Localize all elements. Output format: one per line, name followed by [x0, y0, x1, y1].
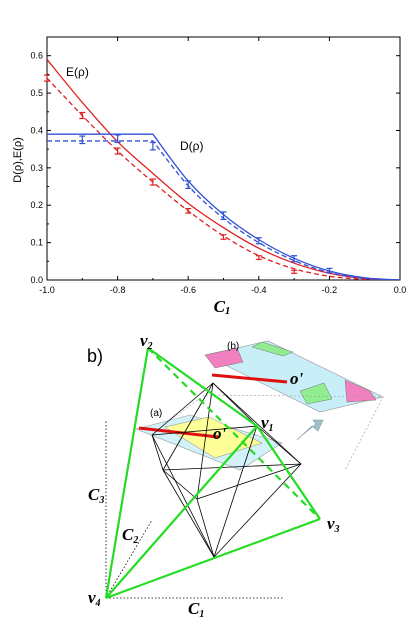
tetra-edge-v4-v3	[105, 517, 321, 600]
octa-edge	[151, 434, 215, 558]
error-bar	[255, 255, 262, 261]
error-bar	[149, 141, 156, 151]
inset-b-label: (b)	[227, 341, 239, 352]
error-bar	[149, 178, 156, 186]
octa-edge	[162, 469, 215, 558]
error-bar	[185, 207, 192, 214]
y-tick-label: 0.6	[30, 51, 43, 61]
octa-edge	[212, 382, 258, 427]
y-tick-label: 0.4	[30, 125, 43, 135]
y-axis-title: D(ρ),E(ρ)	[12, 137, 24, 183]
y-tick-label: 0.2	[30, 200, 43, 210]
error-bar	[220, 211, 227, 221]
axis-c3-label: C3	[88, 485, 104, 506]
panel-label-b: b)	[87, 346, 103, 366]
octa-edge	[256, 425, 302, 465]
error-bar	[114, 147, 121, 155]
vertex-v2-label: v2	[140, 331, 153, 352]
tetra-edge-v2-v3	[147, 347, 321, 520]
inset-b-region-green-1	[251, 341, 294, 357]
octa-edge	[196, 498, 215, 558]
octa-edge	[162, 469, 198, 500]
error-bar	[44, 74, 50, 82]
error-bar	[185, 180, 192, 190]
octa-edge	[151, 382, 214, 436]
axis-c1-label: C1	[188, 599, 204, 620]
x-tick-label: -0.6	[180, 285, 196, 295]
series-layer	[47, 59, 400, 280]
octa-edge	[162, 463, 302, 471]
octa-edge	[162, 382, 214, 471]
octa-edge	[151, 425, 258, 436]
inset-b-origin-label: o'	[290, 369, 304, 388]
tetra-edge-v4-v1	[105, 425, 258, 599]
x-tick-label: -1.0	[39, 285, 55, 295]
octa-edge	[213, 463, 302, 558]
y-tick-label: 0.3	[30, 163, 43, 173]
x-tick-label: -0.2	[322, 285, 338, 295]
octahedron	[151, 382, 302, 558]
x-axis-title-base: C	[214, 297, 226, 316]
y-axis-ticks: 0.0 0.1 0.2 0.3 0.4 0.5 0.6	[30, 36, 400, 285]
x-tick-label: -0.8	[110, 285, 126, 295]
error-bar	[79, 111, 86, 120]
x-tick-label: -0.4	[251, 285, 267, 295]
vertex-v3-label: v3	[327, 514, 340, 535]
c2-axis-line	[105, 519, 153, 599]
x-axis-title: C1	[214, 297, 231, 317]
error-bar	[255, 237, 262, 245]
inset-b: (b) o'	[169, 340, 384, 471]
octa-edge	[151, 434, 164, 471]
inset-b-region-pink-1	[204, 347, 244, 369]
inset-b-region-green-2	[299, 382, 333, 405]
x-tick-label: 0.0	[394, 285, 407, 295]
error-bar	[326, 267, 333, 274]
chart: -1.0 -0.8 -0.6 -0.4 -0.2 0.0 0.00.10.20.30.40…	[12, 36, 406, 317]
inset-b-red-segment	[211, 373, 288, 384]
x-axis-ticks: -1.0 -0.8 -0.6 -0.4 -0.2 0.0	[39, 37, 406, 295]
plane-a-origin-label: o'	[213, 424, 227, 443]
inset-b-region-pink-2	[344, 379, 377, 403]
octa-edge	[212, 382, 302, 465]
axis-c2-label: C2	[122, 525, 138, 546]
octa-edge	[196, 463, 302, 500]
plane-a-label: (a)	[150, 408, 162, 419]
arrow-icon	[296, 419, 324, 441]
y-tick-label: 0.5	[30, 88, 43, 98]
inset-b-outline	[169, 394, 384, 471]
y-tick-label: 0.1	[30, 238, 43, 248]
series-line-3	[47, 140, 400, 280]
tetrahedron-diagram: b) (b) o' (a) o	[87, 331, 384, 620]
tetra-edge-v2-v4	[104, 347, 150, 599]
vertex-v4-label: v4	[88, 588, 101, 609]
error-bar	[79, 135, 86, 145]
error-bar	[114, 134, 121, 144]
series-line-1	[47, 77, 400, 280]
tetra-edge-v2-v1	[147, 347, 258, 427]
series-line-2	[47, 133, 400, 280]
error-bar	[291, 255, 298, 263]
octa-edge	[213, 425, 258, 558]
error-bar	[291, 269, 298, 274]
vertex-v1-label: v1	[261, 413, 274, 434]
y-tick-label: 0.0	[30, 275, 43, 285]
series-line-0	[47, 59, 400, 280]
plot-frame	[46, 36, 401, 281]
annotation-d-rho: D(ρ)	[180, 139, 203, 153]
x-axis-title-sub: 1	[225, 305, 231, 317]
octa-edge	[196, 382, 214, 500]
errorbar-layer	[44, 74, 333, 274]
tetra-edge-v1-v3	[256, 425, 321, 520]
error-bar	[220, 234, 227, 240]
annotation-e-rho: E(ρ)	[66, 65, 89, 79]
tetrahedron	[104, 347, 321, 600]
